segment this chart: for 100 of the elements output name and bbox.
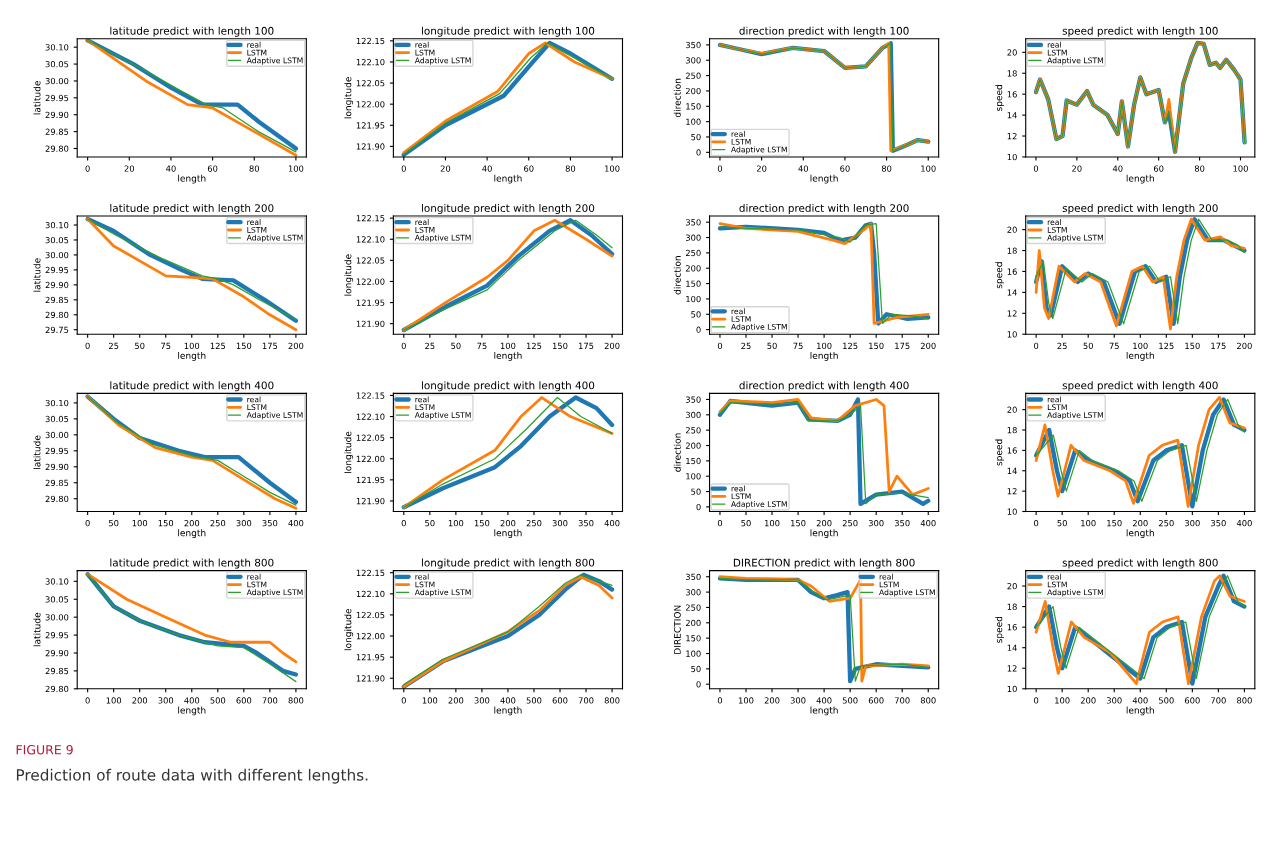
y-tick-label: 122.00	[356, 455, 385, 463]
y-tick-label: 150	[686, 635, 701, 642]
x-axis-title: length	[1126, 529, 1154, 539]
y-tick-label: 50	[691, 311, 701, 318]
x-tick-label: 150	[791, 519, 806, 527]
x-tick-label: 800	[604, 697, 620, 704]
y-tick-label: 121.90	[356, 143, 385, 150]
x-tick-label: 40	[482, 165, 492, 172]
y-tick-label: 0	[696, 503, 701, 511]
chart-title: longitude predict with length 800	[421, 558, 595, 569]
chart-title: direction predict with length 100	[739, 26, 909, 37]
x-tick-label: 250	[526, 519, 542, 527]
y-tick-label: 30.00	[45, 77, 69, 85]
x-tick-label: 40	[1112, 165, 1123, 172]
y-tick-label: 0	[696, 681, 701, 688]
y-tick-label: 30.10	[45, 44, 69, 51]
x-tick-label: 200	[132, 697, 148, 704]
x-tick-label: 25	[108, 342, 119, 350]
x-tick-label: 600	[236, 697, 252, 704]
x-tick-label: 0	[1033, 165, 1039, 172]
y-tick-label: 10	[1007, 508, 1017, 515]
x-tick-label: 175	[1211, 342, 1226, 350]
y-tick-label: 30.05	[45, 415, 69, 423]
y-tick-label: 18	[1007, 426, 1017, 434]
x-tick-label: 75	[1109, 342, 1119, 350]
x-tick-label: 100	[765, 519, 780, 527]
x-tick-label: 150	[869, 342, 884, 350]
y-tick-label: 100	[686, 118, 701, 125]
x-tick-label: 500	[526, 697, 542, 704]
y-tick-label: 30.00	[45, 431, 69, 439]
y-tick-label: 12	[1007, 310, 1017, 317]
x-tick-label: 80	[1194, 165, 1205, 172]
chart-title: direction predict with length 400	[739, 381, 909, 392]
x-tick-label: 50	[1083, 342, 1093, 350]
x-tick-label: 400	[1236, 519, 1252, 527]
y-tick-label: 100	[686, 473, 701, 480]
text: Prediction of route data with different lengths.	[16, 768, 368, 784]
y-tick-label: 14	[1007, 467, 1017, 474]
x-tick-label: 200	[288, 342, 304, 350]
x-tick-label: 0	[717, 165, 723, 172]
x-tick-label: 50	[741, 519, 751, 527]
x-tick-label: 80	[249, 165, 260, 172]
x-tick-label: 600	[1184, 697, 1200, 704]
x-tick-label: 125	[1159, 342, 1174, 350]
y-tick-label: 29.80	[45, 685, 69, 693]
y-tick-label: 150	[686, 280, 701, 287]
x-tick-label: 300	[474, 697, 490, 704]
x-axis-title: length	[178, 352, 206, 361]
x-tick-label: 25	[1057, 342, 1067, 350]
x-tick-label: 100	[738, 697, 754, 704]
x-tick-label: 100	[1081, 519, 1096, 527]
y-tick-label: 18	[1007, 247, 1017, 254]
x-axis-title: length	[810, 706, 838, 716]
x-tick-label: 250	[1158, 519, 1174, 527]
chart-title: latitude predict with length 200	[110, 203, 274, 215]
x-tick-label: 50	[1057, 519, 1067, 527]
y-tick-label: 18	[1007, 70, 1017, 77]
x-tick-label: 75	[793, 342, 803, 350]
y-tick-label: 122.00	[356, 633, 385, 640]
x-tick-label: 60	[524, 165, 534, 172]
x-tick-label: 200	[1080, 697, 1096, 704]
y-tick-label: 29.85	[45, 667, 69, 675]
y-tick-label: 350	[685, 396, 701, 403]
chart-title: longitude predict with length 400	[421, 381, 595, 392]
y-tick-label: 50	[691, 133, 701, 141]
y-tick-label: 121.90	[356, 497, 385, 505]
x-tick-label: 400	[920, 519, 936, 527]
y-tick-label: 14	[1007, 644, 1017, 651]
x-tick-label: 150	[552, 342, 568, 350]
x-tick-label: 0	[401, 165, 406, 172]
y-tick-label: 30.05	[45, 596, 69, 603]
y-tick-label: 14	[1007, 112, 1017, 119]
y-axis-title: latitude	[33, 258, 41, 292]
x-tick-label: 0	[401, 519, 406, 527]
y-tick-label: 100	[686, 650, 701, 657]
y-tick-label: 20	[1007, 49, 1017, 56]
x-tick-label: 350	[894, 519, 910, 527]
x-axis-title: length	[494, 174, 522, 184]
x-tick-label: 150	[158, 519, 174, 527]
y-tick-label: 150	[686, 457, 701, 465]
x-tick-label: 100	[422, 697, 438, 704]
y-tick-label: 121.95	[356, 476, 385, 484]
x-tick-label: 0	[401, 342, 406, 350]
y-axis-title: latitude	[33, 435, 41, 469]
x-axis-title: length	[810, 174, 838, 184]
y-tick-label: 122.05	[356, 80, 385, 87]
x-tick-label: 700	[578, 697, 594, 704]
x-axis-title: length	[494, 529, 522, 539]
x-axis-title: length	[178, 174, 206, 184]
y-tick-label: 29.95	[45, 447, 69, 455]
x-tick-label: 125	[210, 342, 226, 350]
x-tick-label: 400	[184, 697, 200, 704]
x-tick-label: 100	[817, 342, 832, 350]
y-tick-label: 16	[1007, 447, 1017, 454]
y-tick-label: 29.85	[45, 296, 69, 304]
x-axis-title: length	[1126, 352, 1154, 361]
y-tick-label: 12	[1007, 133, 1017, 140]
y-tick-label: 16	[1007, 268, 1017, 275]
x-tick-label: 300	[1185, 519, 1200, 527]
x-tick-label: 800	[920, 697, 936, 704]
